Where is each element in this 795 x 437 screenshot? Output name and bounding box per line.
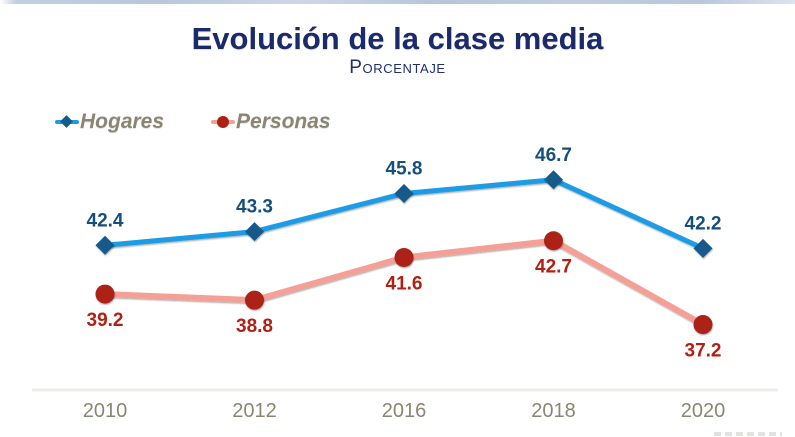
- data-point-marker: [95, 235, 115, 255]
- chart-title: Evolución de la clase media: [191, 21, 604, 56]
- legend-item-hogares: Hogares: [55, 111, 164, 132]
- x-axis-tick-label: 2016: [382, 400, 427, 422]
- data-point-marker: [245, 290, 264, 310]
- x-axis-tick-label: 2010: [83, 400, 128, 422]
- data-point-marker: [394, 183, 414, 203]
- legend-diamond-marker-icon: [55, 114, 79, 129]
- circle-icon: [217, 116, 230, 128]
- data-point-marker: [693, 238, 713, 258]
- data-point-label: 39.2: [87, 310, 124, 331]
- chart-subtitle: Porcentaje: [349, 57, 446, 78]
- x-axis-tick-label: 2012: [232, 400, 277, 422]
- data-point-label: 45.8: [386, 158, 423, 179]
- data-point-label: 41.6: [386, 273, 423, 294]
- data-point-marker: [693, 315, 713, 335]
- data-point-label: 46.7: [535, 145, 572, 166]
- legend-circle-marker-icon: [211, 114, 236, 129]
- legend: Hogares Personas: [55, 111, 331, 132]
- data-point-label: 42.2: [685, 213, 722, 234]
- window-top-strip: [0, 0, 795, 4]
- data-point-label: 42.7: [535, 257, 572, 278]
- data-point-label: 38.8: [236, 316, 273, 337]
- x-axis-tick-label: 2018: [531, 400, 576, 422]
- x-axis-tick-label: 2020: [681, 400, 726, 422]
- legend-label: Personas: [236, 110, 331, 133]
- data-point-label: 42.4: [87, 210, 124, 231]
- data-point-marker: [394, 247, 414, 267]
- data-point-marker: [245, 222, 264, 242]
- legend-item-personas: Personas: [211, 111, 331, 132]
- legend-label: Hogares: [80, 110, 165, 133]
- data-point-marker: [544, 231, 563, 251]
- cropped-watermark-fragment: [714, 432, 782, 436]
- data-point-label: 37.2: [685, 341, 722, 362]
- data-point-marker: [95, 284, 115, 304]
- data-point-marker: [544, 170, 563, 190]
- data-point-label: 43.3: [236, 197, 273, 218]
